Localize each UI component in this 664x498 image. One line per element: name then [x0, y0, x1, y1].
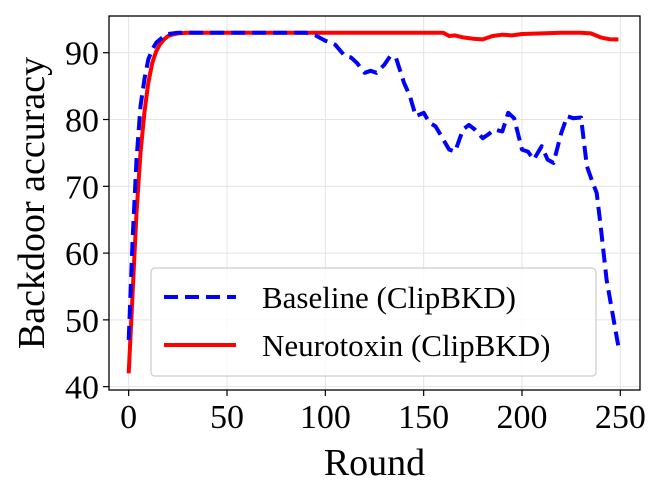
- legend: Baseline (ClipBKD) Neurotoxin (ClipBKD): [150, 267, 597, 377]
- axis-ticks: 0 50 100 150 200 250 40 50 60 70 80 90: [65, 36, 646, 436]
- y-tick-label: 70: [65, 169, 99, 206]
- y-tick-label: 40: [65, 370, 99, 407]
- x-tick-label: 250: [595, 399, 646, 436]
- series-line-baseline: [126, 30, 621, 347]
- legend-label-neurotoxin: Neurotoxin (ClipBKD): [262, 328, 550, 363]
- x-tick-label: 200: [497, 399, 548, 436]
- y-tick-label: 80: [65, 103, 99, 140]
- legend-label-baseline: Baseline (ClipBKD): [262, 280, 516, 315]
- y-tick-label: 50: [65, 303, 99, 340]
- series-lines: [126, 30, 621, 374]
- x-tick-label: 0: [120, 399, 137, 436]
- x-tick-label: 50: [210, 399, 244, 436]
- grid: [109, 16, 640, 390]
- plot-frame: [108, 15, 641, 391]
- series-line-neurotoxin: [126, 30, 619, 374]
- y-tick-label: 60: [65, 236, 99, 273]
- y-tick-label: 90: [65, 36, 99, 73]
- x-axis-label: Round: [324, 442, 425, 484]
- x-tick-label: 150: [398, 399, 449, 436]
- x-tick-label: 100: [300, 399, 351, 436]
- legend-box: [150, 267, 597, 377]
- y-axis-label: Backdoor accuracy: [11, 57, 53, 349]
